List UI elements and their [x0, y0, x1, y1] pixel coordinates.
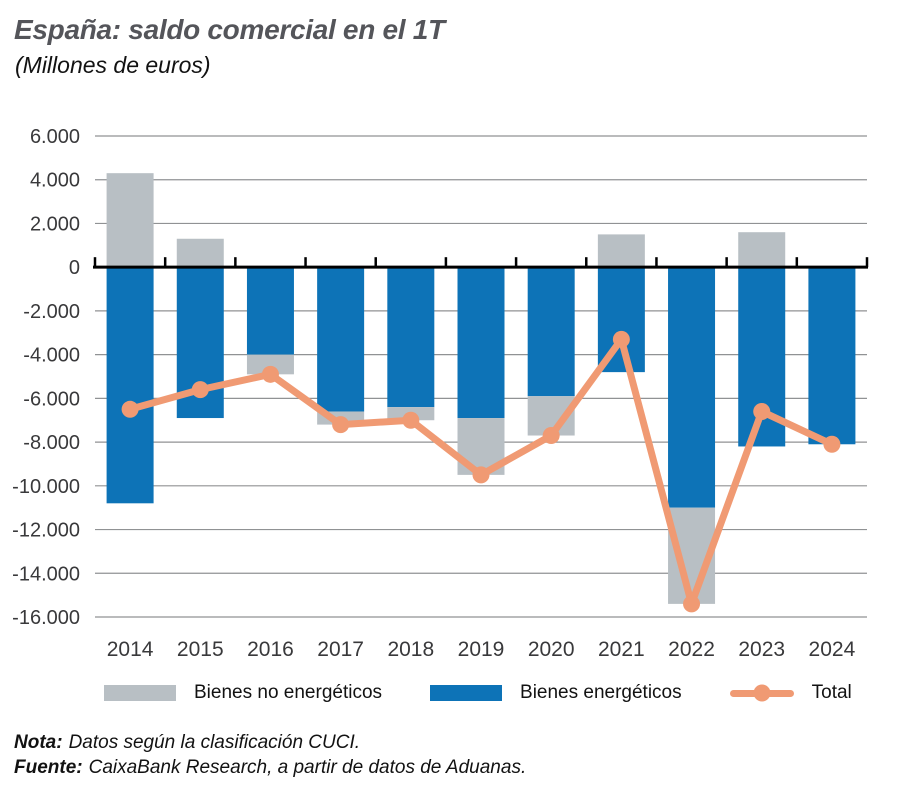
orange-line-swatch-icon — [729, 684, 794, 702]
svg-text:2023: 2023 — [738, 638, 785, 661]
note-prefix: Nota: — [14, 732, 63, 753]
svg-text:2021: 2021 — [598, 638, 645, 661]
line-marker-dot-icon — [753, 684, 771, 702]
svg-text:2020: 2020 — [528, 638, 575, 661]
note-line: Nota: Datos según la clasificación CUCI. — [14, 730, 900, 755]
legend-label-non-energy: Bienes no energéticos — [194, 682, 383, 703]
svg-text:-12.000: -12.000 — [12, 520, 80, 542]
svg-text:2016: 2016 — [247, 638, 294, 661]
svg-text:-14.000: -14.000 — [12, 563, 80, 585]
gray-bar-swatch-icon — [104, 685, 176, 701]
legend-item-energy: Bienes energéticos — [430, 682, 682, 704]
svg-text:-10.000: -10.000 — [12, 476, 80, 498]
svg-text:-6.000: -6.000 — [23, 388, 80, 410]
page-subtitle: (Millones de euros) — [15, 52, 211, 78]
svg-text:2018: 2018 — [387, 638, 434, 661]
note-text: Datos según la clasificación CUCI. — [68, 732, 361, 753]
svg-text:0: 0 — [69, 257, 80, 279]
svg-text:2019: 2019 — [458, 638, 505, 661]
page-title: España: saldo comercial en el 1T — [14, 14, 445, 45]
svg-text:2.000: 2.000 — [30, 213, 80, 235]
legend: Bienes no energéticos Bienes energéticos… — [104, 682, 900, 704]
legend-item-non-energy: Bienes no energéticos — [104, 682, 382, 704]
svg-text:2014: 2014 — [107, 638, 154, 661]
legend-item-total: Total — [729, 682, 852, 704]
legend-label-energy: Bienes energéticos — [520, 682, 682, 703]
svg-text:6.000: 6.000 — [30, 126, 80, 148]
svg-text:-4.000: -4.000 — [23, 345, 80, 367]
legend-label-total: Total — [811, 682, 852, 703]
source-prefix: Fuente: — [14, 757, 83, 778]
svg-text:4.000: 4.000 — [30, 170, 80, 192]
svg-text:2024: 2024 — [809, 638, 856, 661]
svg-text:-16.000: -16.000 — [12, 607, 80, 629]
source-line: Fuente: CaixaBank Research, a partir de d… — [14, 755, 900, 780]
blue-bar-swatch-icon — [430, 685, 503, 701]
svg-text:-8.000: -8.000 — [23, 432, 80, 454]
svg-text:2015: 2015 — [177, 638, 224, 661]
svg-text:2022: 2022 — [668, 638, 715, 661]
svg-text:2017: 2017 — [317, 638, 364, 661]
footnotes: Nota: Datos según la clasificación CUCI. … — [14, 730, 900, 780]
source-text: CaixaBank Research, a partir de datos de… — [88, 757, 527, 778]
trade-balance-chart: 6.000 4.000 2.000 0 -2.000 -4.000 -6.000 -8.000… — [12, 126, 869, 661]
svg-text:-2.000: -2.000 — [23, 301, 80, 323]
